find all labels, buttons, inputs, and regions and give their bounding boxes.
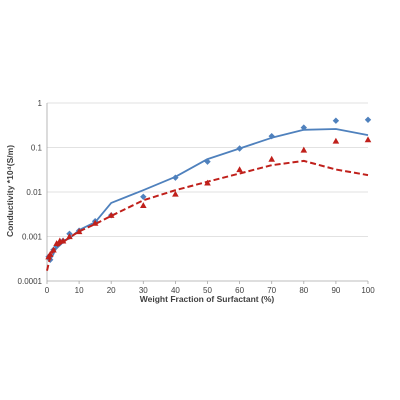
triangle-point <box>53 240 60 247</box>
diamond-point <box>172 174 179 181</box>
diamond-point <box>204 158 211 165</box>
triangle-point <box>300 146 308 153</box>
x-tick-label: 40 <box>171 286 180 295</box>
y-tick-label: 0.001 <box>22 233 43 242</box>
triangle-point <box>268 155 275 162</box>
triangle-point <box>66 233 73 240</box>
x-tick-label: 10 <box>75 286 84 295</box>
triangle-point <box>172 190 179 197</box>
triangle-point <box>75 228 83 235</box>
x-tick-label: 30 <box>139 286 148 295</box>
x-tick-label: 100 <box>361 286 375 295</box>
x-tick-label: 50 <box>203 286 212 295</box>
diamond-point <box>236 145 243 152</box>
triangle-point <box>91 219 99 226</box>
dashed-series-line <box>46 159 369 271</box>
diamond-point <box>332 117 340 124</box>
y-axis-title: Conductivity *10⁴(S/m) <box>5 145 15 237</box>
y-tick-label: 0.01 <box>26 188 42 197</box>
x-axis-title: Weight Fraction of Surfactant (%) <box>140 294 275 304</box>
x-tick-label: 20 <box>107 286 116 295</box>
x-tick-label: 0 <box>45 286 50 295</box>
diamond-point <box>140 193 147 201</box>
y-tick-label: 0.1 <box>31 144 43 153</box>
x-tick-label: 80 <box>299 286 308 295</box>
series-group <box>45 116 372 271</box>
triangle-point <box>236 166 243 173</box>
axes <box>46 103 369 284</box>
diamond-point <box>300 124 307 131</box>
diamond-point <box>268 132 275 140</box>
triangle-point <box>59 237 67 244</box>
triangle-point <box>364 136 372 143</box>
gridlines <box>47 102 368 237</box>
y-tick-label: 1 <box>38 99 43 108</box>
x-tick-label: 90 <box>331 286 340 295</box>
triangle-point <box>204 179 211 186</box>
triangle-point <box>50 246 57 253</box>
diamond-point <box>364 116 372 123</box>
solid-series-line <box>46 128 369 261</box>
triangle-point <box>46 250 54 257</box>
triangle-point <box>107 211 115 218</box>
x-tick-label: 60 <box>235 286 244 295</box>
y-tick-label: 0.0001 <box>18 277 43 286</box>
triangle-point <box>140 202 147 209</box>
triangle-point <box>332 137 340 144</box>
x-tick-label: 70 <box>267 286 276 295</box>
